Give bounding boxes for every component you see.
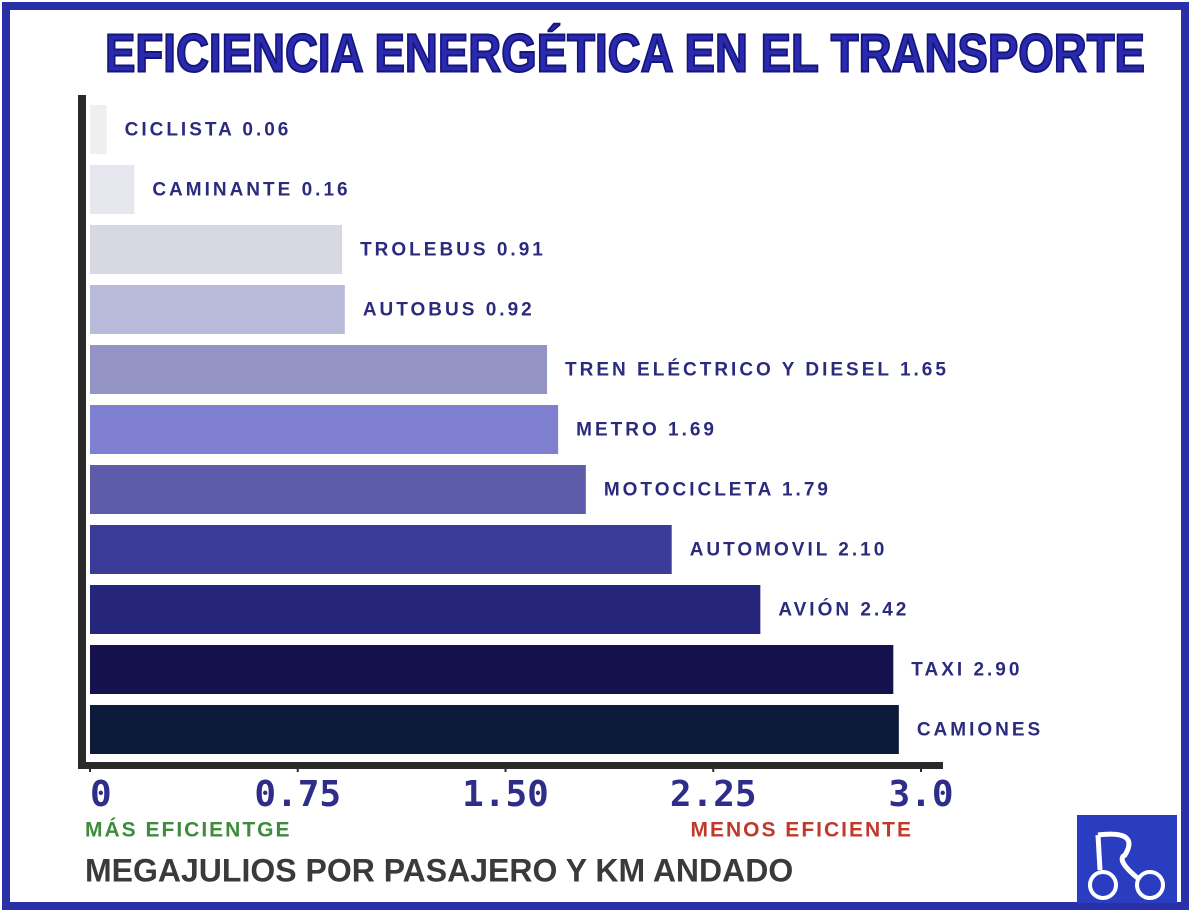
- value-label: 1.65: [900, 360, 949, 381]
- bar: [90, 405, 559, 454]
- value-label: 0.06: [242, 120, 291, 141]
- x-tick-label: 3.0: [888, 774, 953, 815]
- x-tick-label: 1.50: [462, 774, 549, 815]
- x-tick-label: 2.25: [670, 774, 757, 815]
- category-label: CAMINANTE: [152, 180, 293, 201]
- category-label: METRO: [576, 420, 660, 441]
- bar-label: CAMIONES: [917, 720, 1043, 741]
- value-label: 2.10: [838, 540, 887, 561]
- category-label: TAXI: [911, 660, 965, 681]
- bar-label: CICLISTA 0.06: [125, 120, 292, 141]
- category-label: CICLISTA: [125, 120, 234, 141]
- x-tick-label: 0.75: [254, 774, 341, 815]
- bar: [90, 345, 548, 394]
- bar-label: METRO 1.69: [576, 420, 717, 441]
- bar: [90, 585, 761, 634]
- bar-label: CAMINANTE 0.16: [152, 180, 350, 201]
- bar: [90, 225, 343, 274]
- bar-label: TREN ELÉCTRICO Y DIESEL 1.65: [565, 359, 949, 381]
- bar: [90, 465, 586, 514]
- y-axis: [78, 95, 86, 768]
- bar-label: TROLEBUS 0.91: [360, 240, 546, 261]
- value-label: 0.92: [486, 300, 535, 321]
- bar-label: AVIÓN 2.42: [778, 599, 909, 621]
- bar: [90, 645, 894, 694]
- category-label: TROLEBUS: [360, 240, 489, 261]
- chart-title: EFICIENCIA ENERGÉTICA EN EL TRANSPORTE: [105, 23, 1145, 83]
- bar-label: TAXI 2.90: [911, 660, 1022, 681]
- bar: [90, 705, 899, 754]
- category-label: TREN ELÉCTRICO Y DIESEL: [565, 359, 892, 381]
- bar: [90, 165, 135, 214]
- bar-label: AUTOMOVIL 2.10: [690, 540, 888, 561]
- category-label: AUTOMOVIL: [690, 540, 830, 561]
- right-note: MENOS EFICIENTE: [690, 819, 913, 842]
- value-label: 0.16: [302, 180, 351, 201]
- left-note: MÁS EFICIENTGE: [85, 819, 292, 842]
- category-label: CAMIONES: [917, 720, 1043, 741]
- category-label: MOTOCICLETA: [604, 480, 774, 501]
- x-axis-label: MEGAJULIOS POR PASAJERO Y KM ANDADO: [85, 852, 793, 888]
- bar: [90, 525, 672, 574]
- x-axis: [78, 762, 943, 769]
- bar: [90, 105, 107, 154]
- bar-label: MOTOCICLETA 1.79: [604, 480, 831, 501]
- category-label: AVIÓN: [778, 599, 852, 621]
- category-label: AUTOBUS: [363, 300, 478, 321]
- value-label: 1.69: [668, 420, 717, 441]
- bar: [90, 285, 345, 334]
- value-label: 1.79: [782, 480, 831, 501]
- value-label: 0.91: [497, 240, 546, 261]
- bar-label: AUTOBUS 0.92: [363, 300, 535, 321]
- x-tick-label: 0: [90, 774, 112, 815]
- value-label: 2.42: [860, 600, 909, 621]
- logo: [1077, 815, 1177, 903]
- value-label: 2.90: [973, 660, 1022, 681]
